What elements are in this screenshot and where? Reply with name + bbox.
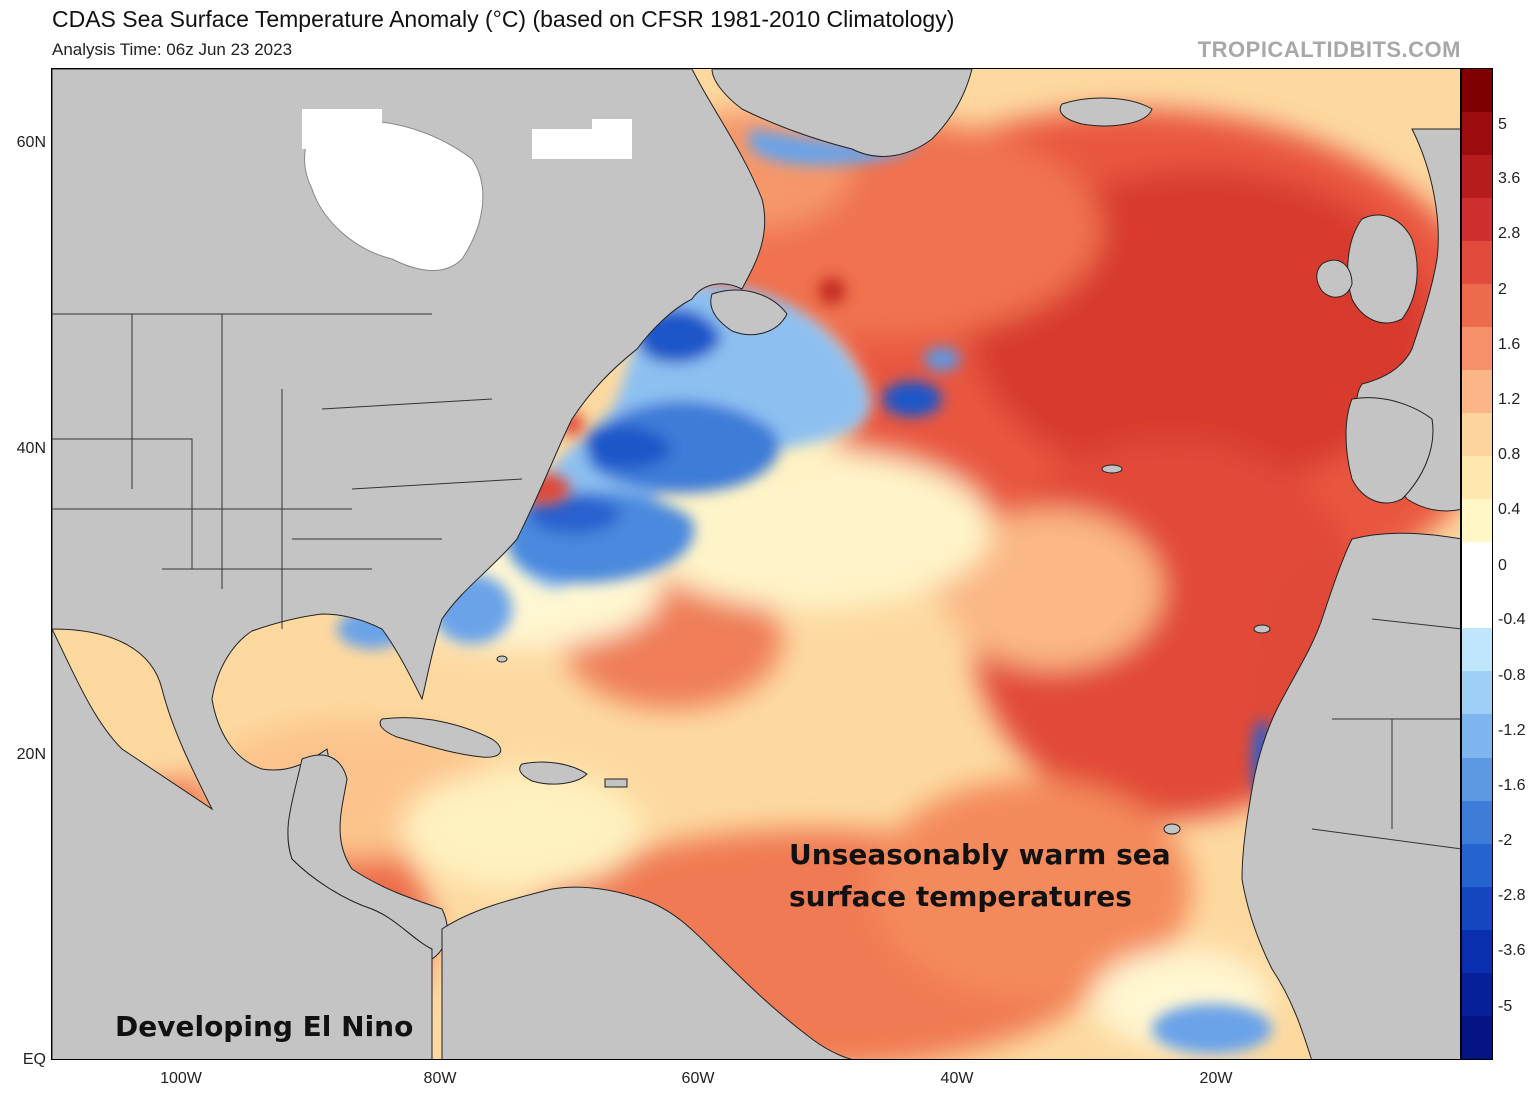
british-isles bbox=[1347, 214, 1418, 324]
greenland bbox=[711, 69, 973, 157]
ireland bbox=[1316, 259, 1353, 298]
colorbar-label: -0.8 bbox=[1498, 667, 1526, 684]
south-america bbox=[441, 886, 853, 1059]
colorbar-segment bbox=[1462, 929, 1492, 973]
bermuda bbox=[496, 655, 508, 663]
colorbar-label: 5 bbox=[1498, 116, 1507, 133]
lon-label-100w: 100W bbox=[160, 1070, 202, 1087]
sst-anomaly-map bbox=[51, 68, 1461, 1060]
colorbar-segment bbox=[1462, 198, 1492, 242]
land bbox=[52, 69, 1460, 1059]
colorbar-label: -0.4 bbox=[1498, 611, 1526, 628]
colorbar-segment bbox=[1462, 327, 1492, 371]
colorbar-segment bbox=[1462, 1015, 1492, 1059]
colorbar-label: 2.8 bbox=[1498, 225, 1521, 242]
colorbar-label: -3.6 bbox=[1498, 942, 1526, 959]
madeira bbox=[1253, 624, 1271, 634]
colorbar-segment bbox=[1462, 628, 1492, 672]
azores bbox=[1101, 464, 1123, 474]
colorbar-segment bbox=[1462, 413, 1492, 457]
map-title: CDAS Sea Surface Temperature Anomaly (°C… bbox=[52, 6, 955, 32]
colorbar-segment bbox=[1462, 714, 1492, 758]
hispaniola bbox=[519, 761, 588, 785]
colorbar-segment bbox=[1462, 671, 1492, 715]
iceland bbox=[1059, 97, 1153, 127]
colorbar-segment bbox=[1462, 800, 1492, 844]
colorbar-label: 2 bbox=[1498, 281, 1507, 298]
iberia bbox=[1345, 397, 1434, 504]
colorbar-segment bbox=[1462, 241, 1492, 285]
colorbar-label: -1.6 bbox=[1498, 777, 1526, 794]
colorbar-segment bbox=[1462, 155, 1492, 199]
puerto-rico bbox=[604, 778, 628, 788]
colorbar-label: -2 bbox=[1498, 832, 1513, 849]
colorbar-label: 0.4 bbox=[1498, 501, 1521, 518]
africa bbox=[1241, 532, 1460, 1059]
colorbar-segment bbox=[1462, 499, 1492, 543]
lon-label-60w: 60W bbox=[681, 1070, 715, 1087]
colorbar-label: 3.6 bbox=[1498, 170, 1521, 187]
lat-label-20n: 20N bbox=[16, 746, 46, 763]
colorbar-label: 0 bbox=[1498, 557, 1507, 574]
colorbar-segment bbox=[1462, 843, 1492, 887]
lat-label-40n: 40N bbox=[16, 440, 46, 457]
colorbar-label: -2.8 bbox=[1498, 887, 1526, 904]
lat-label-60n: 60N bbox=[16, 134, 46, 151]
colorbar-segment bbox=[1462, 69, 1492, 113]
colorbar-label: 1.6 bbox=[1498, 336, 1521, 353]
colorbar-label: 0.8 bbox=[1498, 446, 1521, 463]
colorbar-segment bbox=[1462, 972, 1492, 1016]
warm-sst-annotation: Unseasonably warm sea surface temperatur… bbox=[789, 834, 1171, 918]
cape-verde bbox=[1163, 823, 1181, 835]
colorbar bbox=[1461, 68, 1493, 1060]
colorbar-segment bbox=[1462, 284, 1492, 328]
north-america bbox=[52, 69, 766, 1059]
analysis-time: Analysis Time: 06z Jun 23 2023 bbox=[52, 40, 293, 59]
el-nino-annotation: Developing El Nino bbox=[115, 1010, 414, 1043]
lat-label-eq: EQ bbox=[22, 1051, 46, 1068]
colorbar-segment bbox=[1462, 456, 1492, 500]
lon-label-20w: 20W bbox=[1199, 1070, 1233, 1087]
colorbar-label: -1.2 bbox=[1498, 722, 1526, 739]
colorbar-label: -5 bbox=[1498, 998, 1513, 1015]
colorbar-segment bbox=[1462, 585, 1492, 629]
colorbar-segment bbox=[1462, 757, 1492, 801]
brand-watermark: TROPICALTIDBITS.COM bbox=[1197, 37, 1461, 62]
map-canvas bbox=[52, 69, 1460, 1059]
newfoundland bbox=[710, 289, 788, 336]
warm-sst-line-2: surface temperatures bbox=[789, 880, 1132, 913]
colorbar-segment bbox=[1462, 112, 1492, 156]
colorbar-label: 1.2 bbox=[1498, 391, 1521, 408]
colorbar-segment bbox=[1462, 886, 1492, 930]
lon-label-80w: 80W bbox=[423, 1070, 457, 1087]
borders bbox=[52, 313, 1460, 850]
colorbar-segment bbox=[1462, 370, 1492, 414]
warm-sst-line-1: Unseasonably warm sea bbox=[789, 838, 1171, 871]
ice-patches bbox=[302, 109, 632, 239]
cuba bbox=[379, 717, 502, 758]
lon-label-40w: 40W bbox=[940, 1070, 974, 1087]
colorbar-segment bbox=[1462, 542, 1492, 586]
